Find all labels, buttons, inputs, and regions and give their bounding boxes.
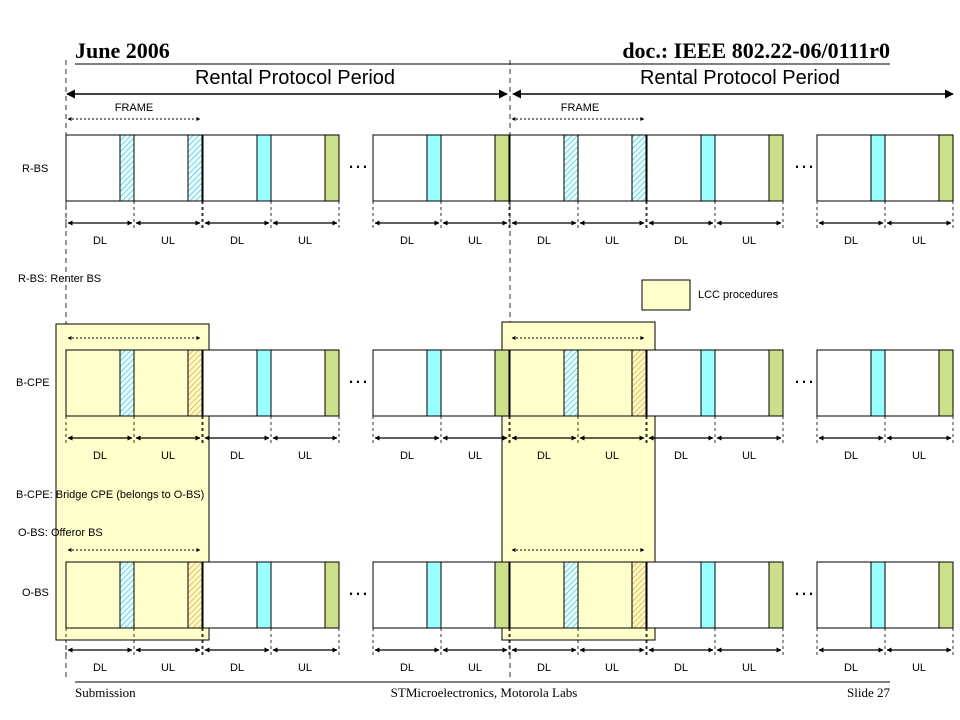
dl-label: DL <box>537 235 551 247</box>
frame-label-right: FRAME <box>561 102 600 114</box>
dl-label: DL <box>400 662 414 674</box>
dl-label: DL <box>844 450 858 462</box>
ellipsis: … <box>347 363 369 388</box>
dl-gap-bar <box>563 349 579 417</box>
ul-label: UL <box>605 235 619 247</box>
dl-label: DL <box>537 662 551 674</box>
header-doc-id: doc.: IEEE 802.22-06/0111r0 <box>622 38 890 63</box>
frame-label-left: FRAME <box>115 102 154 114</box>
legend-label-lcc: LCC procedures <box>698 289 779 301</box>
dl-gap-bar <box>119 349 135 417</box>
dl-label: DL <box>844 235 858 247</box>
dl-label: DL <box>400 235 414 247</box>
footer-submission: Submission <box>75 685 136 700</box>
ul-label: UL <box>742 662 756 674</box>
dl-gap-bar <box>256 349 272 417</box>
ul-gap-bar <box>324 561 340 629</box>
ul-label: UL <box>468 450 482 462</box>
note-rbs: R-BS: Renter BS <box>18 273 101 285</box>
legend-swatch-lcc <box>641 279 691 311</box>
dl-gap-bar <box>700 561 716 629</box>
footer-organizations: STMicroelectronics, Motorola Labs <box>391 685 578 700</box>
ul-label: UL <box>468 235 482 247</box>
ul-label: UL <box>912 450 926 462</box>
ul-label: UL <box>161 450 175 462</box>
ul-label: UL <box>161 662 175 674</box>
ul-gap-bar <box>187 134 203 202</box>
ul-gap-bar <box>324 134 340 202</box>
dl-label: DL <box>93 235 107 247</box>
dl-gap-bar <box>700 349 716 417</box>
dl-gap-bar <box>256 134 272 202</box>
footer-slide-number: Slide 27 <box>847 685 890 700</box>
ul-gap-bar <box>938 134 954 202</box>
ul-gap-bar <box>938 349 954 417</box>
note-bcpe: B-CPE: Bridge CPE (belongs to O-BS) <box>16 489 204 501</box>
ul-gap-bar <box>768 134 784 202</box>
ul-gap-bar <box>187 349 203 417</box>
dl-gap-bar <box>700 134 716 202</box>
dl-gap-bar <box>256 561 272 629</box>
dl-label: DL <box>674 235 688 247</box>
dl-gap-bar <box>870 134 886 202</box>
dl-gap-bar <box>870 349 886 417</box>
period-label-left: Rental Protocol Period <box>195 67 395 89</box>
ul-gap-bar <box>494 561 510 629</box>
ellipsis: … <box>793 363 815 388</box>
dl-label: DL <box>537 450 551 462</box>
dl-gap-bar <box>119 561 135 629</box>
ellipsis: … <box>347 148 369 173</box>
dl-label: DL <box>93 450 107 462</box>
ul-gap-bar <box>768 349 784 417</box>
ul-label: UL <box>605 450 619 462</box>
ul-label: UL <box>468 662 482 674</box>
header-date: June 2006 <box>75 38 170 63</box>
row-label-bcpe: B-CPE <box>16 377 50 389</box>
ul-label: UL <box>298 235 312 247</box>
dl-gap-bar <box>563 561 579 629</box>
ul-gap-bar <box>631 134 647 202</box>
dl-label: DL <box>230 235 244 247</box>
ul-gap-bar <box>324 349 340 417</box>
ul-label: UL <box>298 450 312 462</box>
dl-gap-bar <box>426 134 442 202</box>
ul-gap-bar <box>938 561 954 629</box>
ellipsis: … <box>347 575 369 600</box>
row-label-obs: O-BS <box>22 587 49 599</box>
note-obs: O-BS: Offeror BS <box>18 527 103 539</box>
dl-label: DL <box>93 662 107 674</box>
ellipsis: … <box>793 148 815 173</box>
ul-label: UL <box>605 662 619 674</box>
dl-gap-bar <box>870 561 886 629</box>
dl-gap-bar <box>119 134 135 202</box>
dl-gap-bar <box>563 134 579 202</box>
ul-gap-bar <box>187 561 203 629</box>
ul-label: UL <box>742 450 756 462</box>
ul-label: UL <box>742 235 756 247</box>
frame-timelines: DL UL DL UL DL UL DL UL DL UL DL UL … … DL UL DL UL DL UL DL… <box>65 117 954 674</box>
dl-label: DL <box>674 450 688 462</box>
dl-gap-bar <box>426 561 442 629</box>
dl-label: DL <box>844 662 858 674</box>
ul-gap-bar <box>631 561 647 629</box>
ul-label: UL <box>912 662 926 674</box>
row-label-rbs: R-BS <box>22 163 48 175</box>
dl-label: DL <box>230 450 244 462</box>
ul-label: UL <box>298 662 312 674</box>
dl-label: DL <box>674 662 688 674</box>
ul-gap-bar <box>768 561 784 629</box>
ellipsis: … <box>793 575 815 600</box>
dl-gap-bar <box>426 349 442 417</box>
ul-gap-bar <box>631 349 647 417</box>
ul-label: UL <box>161 235 175 247</box>
dl-label: DL <box>400 450 414 462</box>
ul-label: UL <box>912 235 926 247</box>
period-label-right: Rental Protocol Period <box>640 67 840 89</box>
ul-gap-bar <box>494 134 510 202</box>
ul-gap-bar <box>494 349 510 417</box>
dl-label: DL <box>230 662 244 674</box>
